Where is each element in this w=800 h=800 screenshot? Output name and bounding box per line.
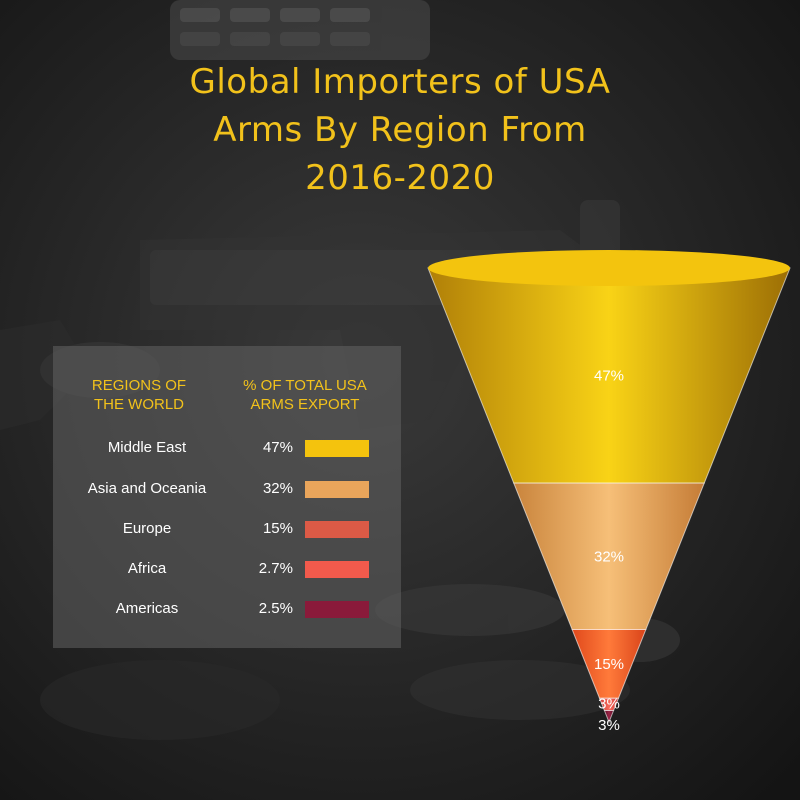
funnel-slice-label: 47% [594,368,624,385]
legend-row: Africa 2.7% [53,557,401,581]
legend-swatch [305,481,369,498]
legend-region-header-line-2: THE WORLD [94,396,184,413]
funnel-slice-label: 3% [598,717,620,734]
legend-percent-header: % OF TOTAL USA ARMS EXPORT [225,376,385,414]
legend-percent-value: 32% [262,480,293,497]
legend-row: Americas 2.5% [53,597,401,621]
legend-row: Asia and Oceania 32% [53,477,401,501]
legend-swatch [305,440,369,457]
chart-title: Global Importers of USA Arms By Region F… [100,58,700,202]
legend-percent-header-line-2: ARMS EXPORT [250,396,360,413]
legend-region-name: Americas [115,600,179,617]
legend-swatch [305,561,369,578]
legend-region-name: Middle East [107,439,187,456]
legend-percent-header-line-1: % OF TOTAL USA [243,377,367,394]
funnel-slice-label: 3% [598,696,620,713]
funnel-slice [603,710,615,724]
legend-swatch [305,521,369,538]
legend-region-header-line-1: REGIONS OF [91,377,187,394]
funnel-top-rim [428,250,790,286]
legend-region-name: Africa [127,560,167,577]
legend-percent-value: 47% [262,439,293,456]
title-line-1: Global Importers of USA [189,62,611,102]
legend-swatch [305,601,369,618]
legend-panel: REGIONS OF THE WORLD % OF TOTAL USA ARMS… [53,346,401,648]
legend-region-header: REGIONS OF THE WORLD [71,376,207,414]
legend-percent-value: 15% [262,520,293,537]
legend-percent-value: 2.7% [258,560,293,577]
legend-row: Europe 15% [53,517,401,541]
legend-region-name: Europe [122,520,172,537]
legend-row: Middle East 47% [53,436,401,460]
legend-region-name: Asia and Oceania [87,480,207,497]
title-line-2: Arms By Region From [213,110,587,150]
legend-percent-value: 2.5% [258,600,293,617]
funnel-slice-label: 15% [594,656,624,673]
title-line-3: 2016-2020 [305,158,495,198]
funnel-slice-label: 32% [594,548,624,565]
